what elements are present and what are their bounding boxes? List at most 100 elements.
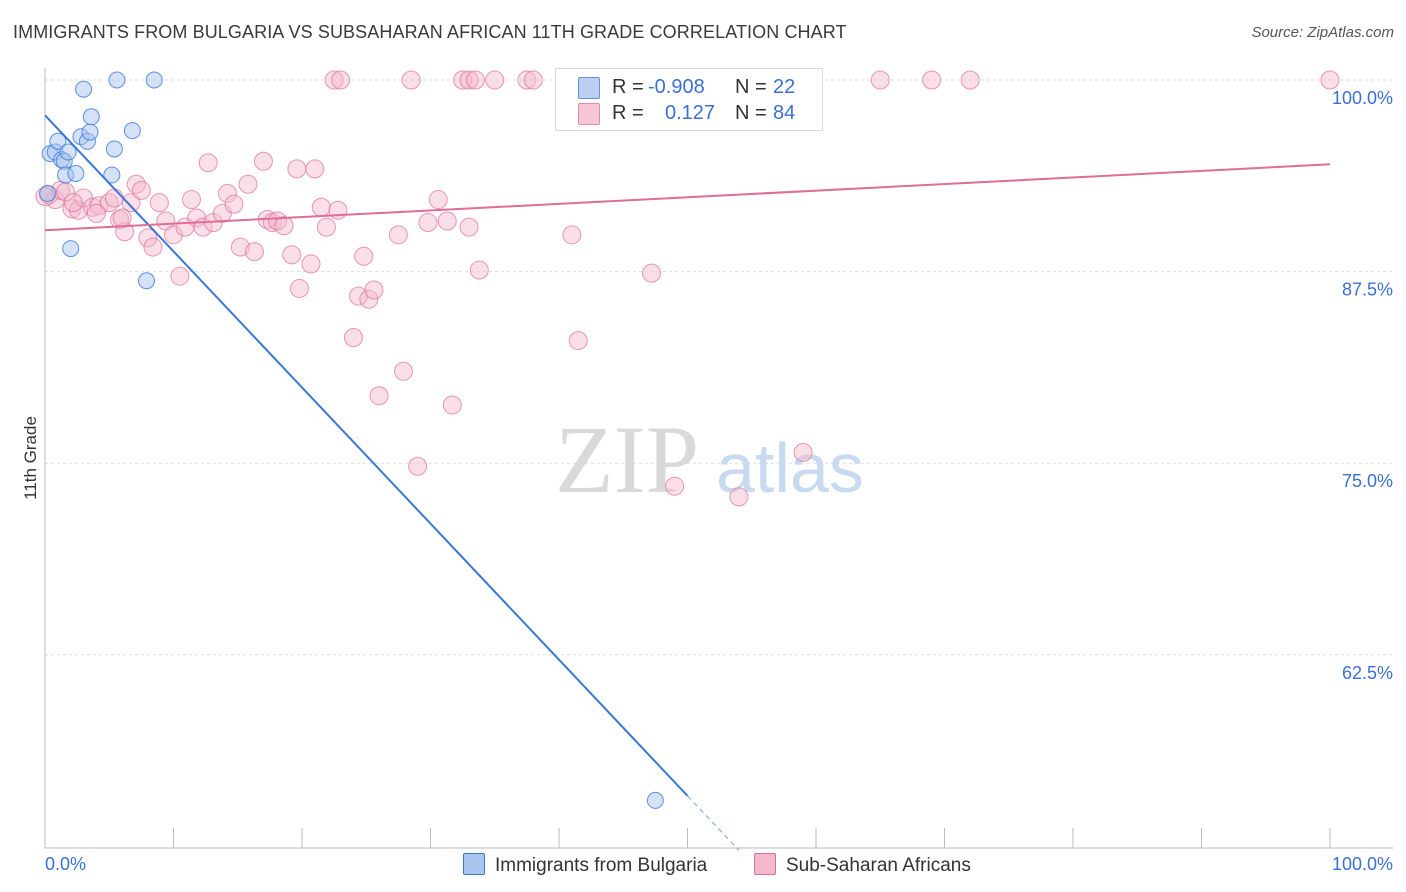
pink-point: [469, 260, 489, 280]
pink-point: [922, 70, 942, 90]
pink-point: [328, 200, 348, 220]
pink-series-points: [35, 70, 1340, 507]
pink-point: [465, 70, 485, 90]
blue-trend-extension: [687, 795, 740, 851]
pink-point: [311, 197, 331, 217]
pink-point: [198, 153, 218, 173]
pink-point: [437, 211, 457, 231]
pink-point: [289, 278, 309, 298]
pink-point: [131, 180, 151, 200]
pink-point: [164, 225, 183, 245]
pink-point: [274, 216, 294, 236]
y-tick-label: 100.0%: [1332, 88, 1393, 108]
legend-swatch-blue: [463, 853, 485, 875]
stats-legend: R = -0.908 N = 22 R = 0.127 N = 84: [555, 68, 823, 131]
pink-point: [212, 203, 232, 223]
x-tick-label-min: 0.0%: [45, 854, 86, 874]
blue-point: [105, 140, 123, 158]
axes: [44, 68, 1393, 849]
pink-point: [282, 245, 302, 265]
y-axis-title: 11th Grade: [21, 416, 40, 500]
pink-point: [1320, 70, 1340, 90]
blue-point: [123, 122, 141, 140]
pink-point: [523, 70, 543, 90]
pink-point: [568, 331, 588, 351]
pink-point: [428, 190, 448, 210]
chart-title: IMMIGRANTS FROM BULGARIA VS SUBSAHARAN A…: [13, 22, 847, 42]
pink-point: [459, 217, 479, 237]
pink-point: [63, 193, 83, 213]
legend-label-bulgaria: Immigrants from Bulgaria: [495, 855, 708, 876]
watermark-zip: ZIP: [555, 406, 699, 513]
pink-point: [394, 361, 414, 381]
blue-point: [49, 132, 67, 150]
legend-swatch-pink: [754, 853, 776, 875]
pink-point: [960, 70, 980, 90]
pink-point: [104, 188, 124, 208]
pink-point: [230, 237, 250, 257]
pink-point: [517, 70, 537, 90]
pink-point: [305, 159, 325, 179]
pink-point: [89, 196, 109, 216]
blue-r-value: -0.908: [648, 76, 705, 98]
pink-n-label: N =: [735, 102, 767, 124]
blue-r-label: R =: [612, 76, 644, 98]
pink-point: [244, 242, 264, 262]
y-tick-label: 62.5%: [1342, 663, 1393, 683]
pink-point: [253, 151, 273, 171]
legend-label-subsaharan: Sub-Saharan Africans: [786, 855, 971, 876]
pink-point: [354, 246, 374, 266]
blue-n-value: 22: [773, 76, 796, 98]
pink-point: [369, 386, 389, 406]
legend-item-bulgaria[interactable]: Immigrants from Bulgaria: [463, 853, 707, 877]
pink-point: [143, 237, 163, 257]
pink-point: [287, 159, 307, 179]
pink-point: [217, 183, 237, 203]
pink-point: [181, 190, 201, 210]
pink-point: [388, 225, 408, 245]
blue-point: [103, 166, 121, 184]
pink-point: [121, 193, 141, 213]
pink-point: [459, 70, 479, 90]
blue-trend-line: [44, 114, 689, 797]
pink-point: [324, 70, 344, 90]
blue-point: [67, 165, 85, 183]
source-credit[interactable]: Source: ZipAtlas.com: [1251, 24, 1394, 41]
pink-point: [485, 70, 505, 90]
pink-point: [418, 213, 438, 233]
pink-point: [301, 254, 321, 274]
pink-point: [316, 217, 336, 237]
blue-point: [145, 71, 163, 89]
pink-point: [170, 266, 190, 286]
legend-item-subsaharan[interactable]: Sub-Saharan Africans: [754, 853, 971, 877]
pink-point: [642, 263, 662, 283]
pink-point: [331, 70, 351, 90]
pink-point: [401, 70, 421, 90]
pink-point: [359, 289, 379, 309]
pink-point: [793, 442, 813, 462]
pink-point: [149, 193, 169, 213]
blue-point: [646, 791, 664, 809]
grid-lines: [45, 79, 1393, 656]
axis-labels: 62.5% 75.0% 87.5% 100.0% 0.0% 100.0% 11th Grad…: [21, 88, 1393, 874]
watermark-atlas: atlas: [716, 429, 864, 507]
blue-point: [82, 108, 100, 126]
pink-trend-line: [44, 163, 1331, 232]
blue-point: [108, 71, 126, 89]
pink-point: [238, 174, 258, 194]
blue-swatch: [578, 77, 600, 99]
pink-point: [224, 194, 244, 214]
pink-point: [343, 328, 363, 348]
pink-point: [729, 487, 749, 507]
y-tick-label: 75.0%: [1342, 471, 1393, 491]
blue-n-label: N =: [735, 76, 767, 98]
pink-point: [665, 476, 685, 496]
pink-point: [562, 225, 582, 245]
pink-point: [364, 280, 384, 300]
pink-r-value: 0.127: [665, 102, 716, 124]
pink-point: [126, 174, 146, 194]
pink-point: [112, 208, 132, 228]
blue-point: [62, 240, 80, 258]
pink-r-label: R =: [612, 102, 644, 124]
